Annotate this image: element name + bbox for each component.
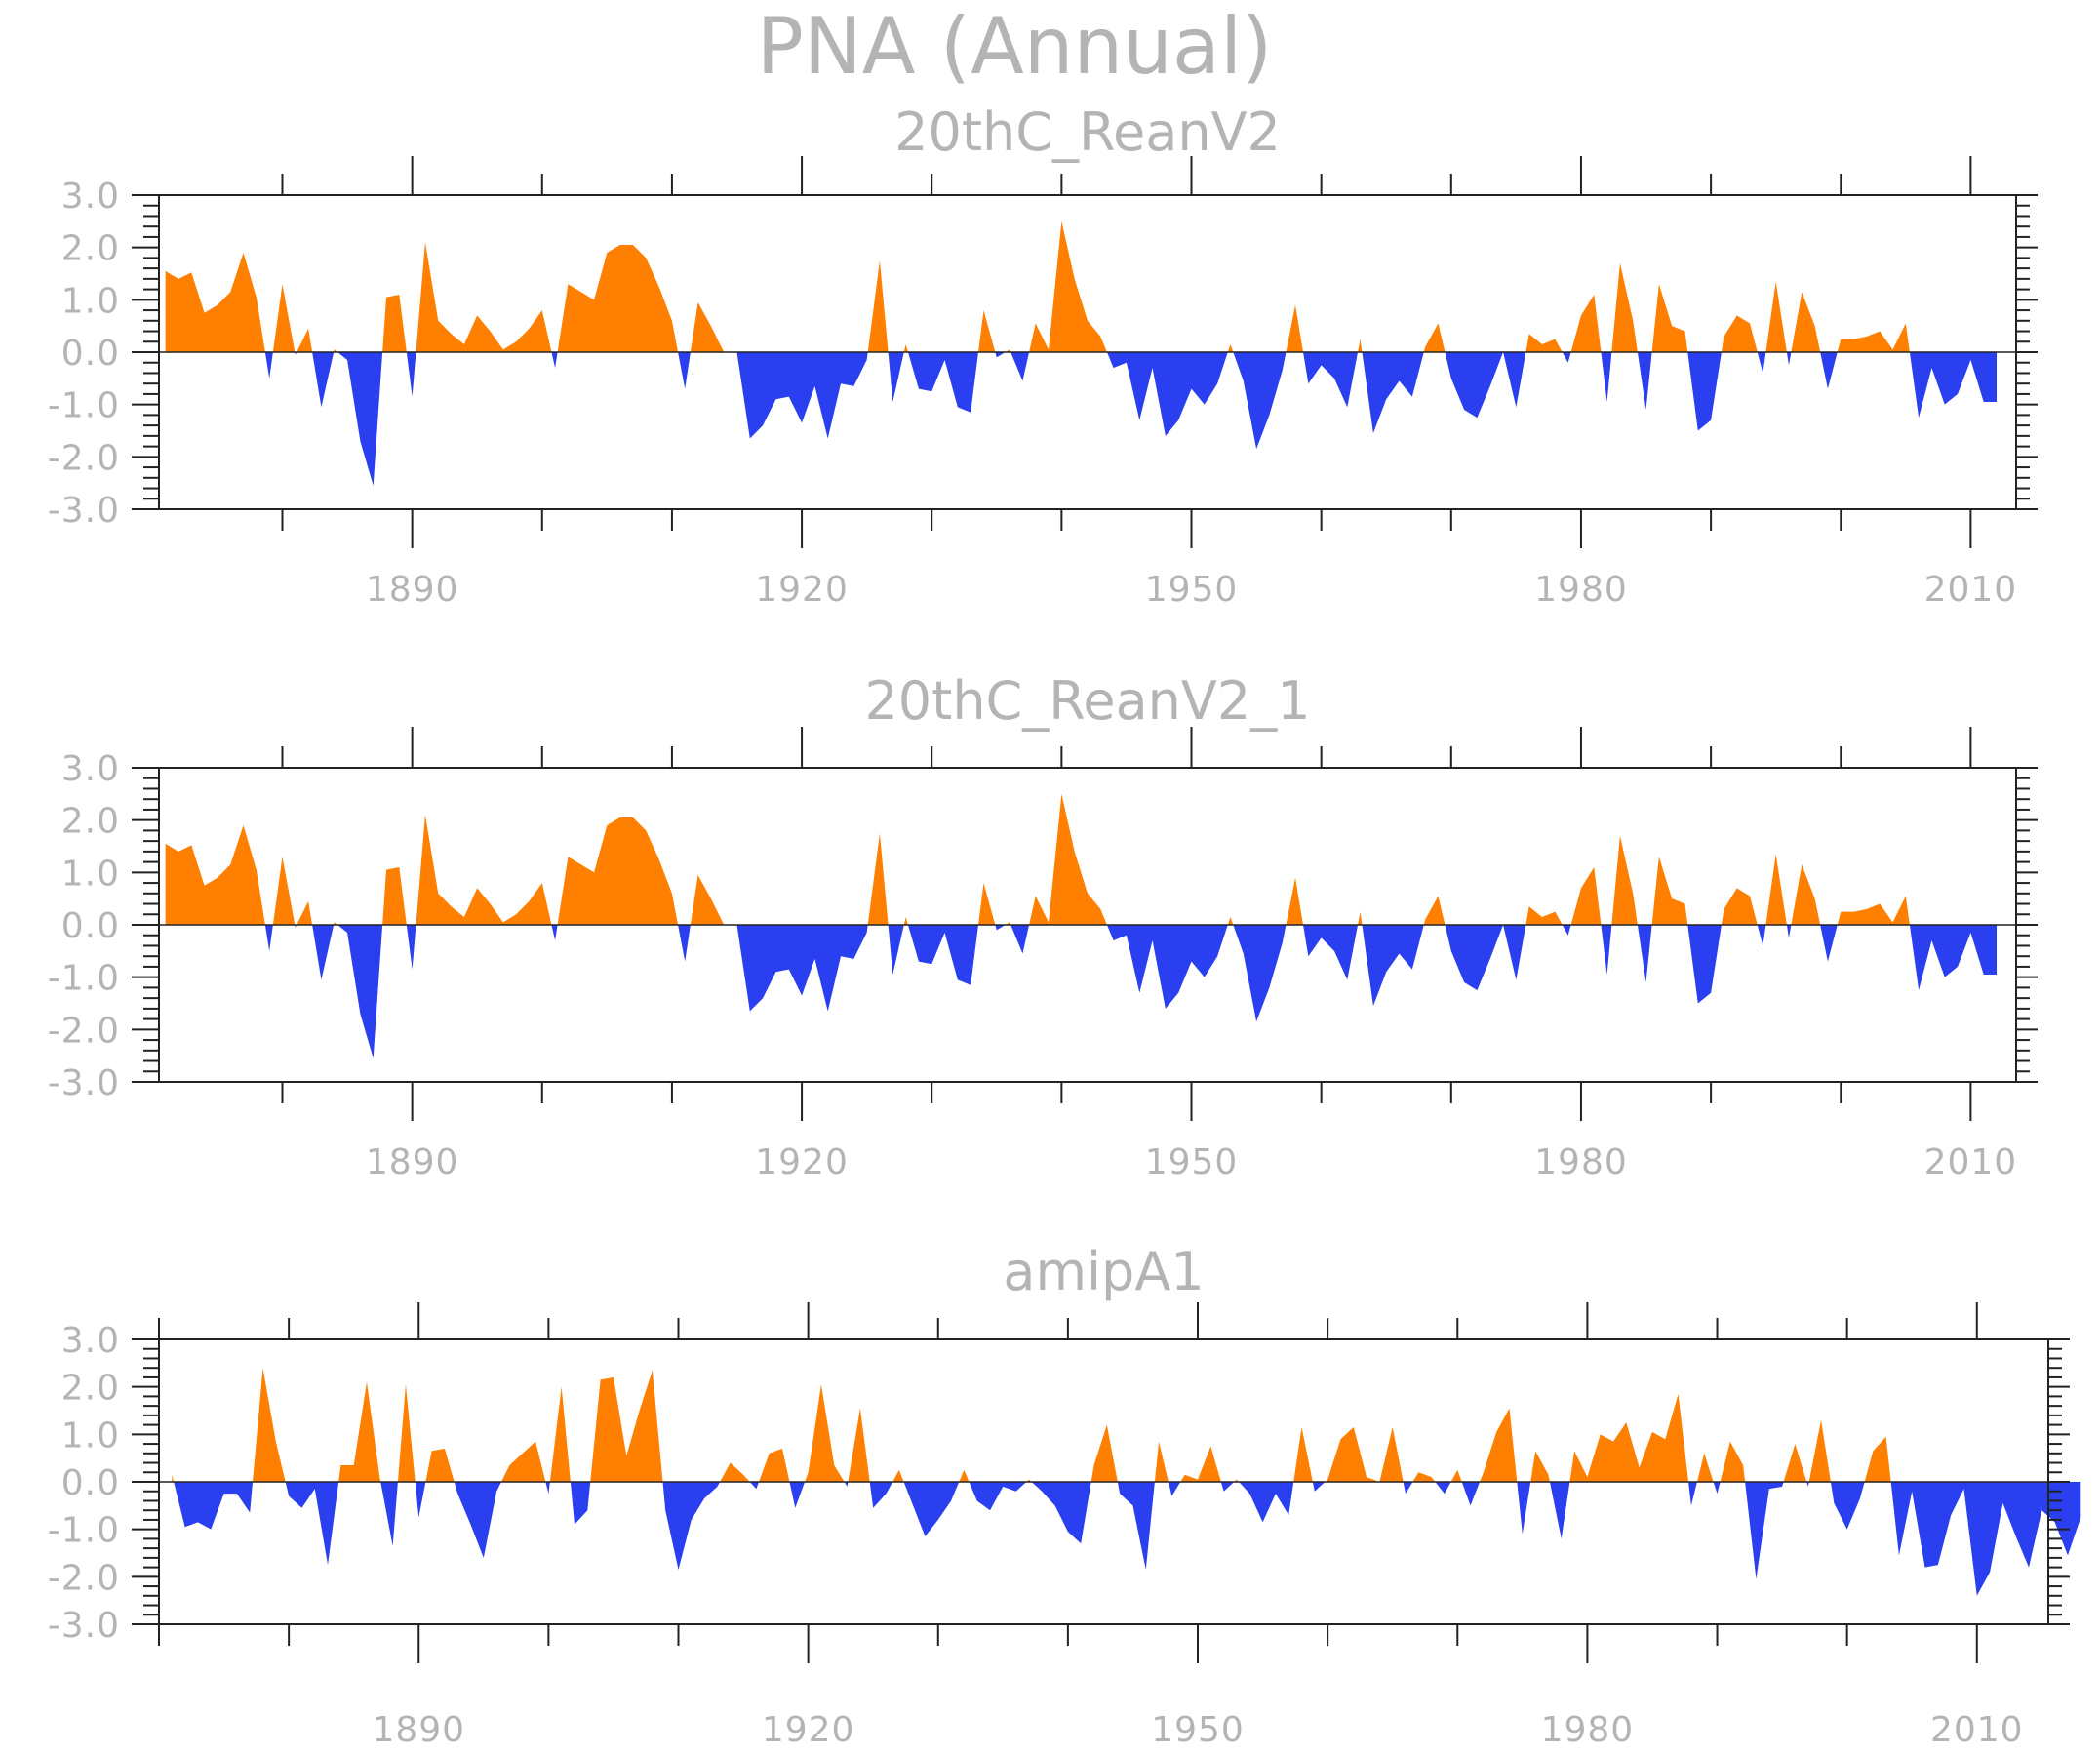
main-title: PNA (Annual)	[757, 1, 1273, 92]
y-tick-label: 2.0	[61, 1369, 120, 1409]
positive-area-series	[165, 793, 1998, 925]
y-tick-label: -2.0	[48, 438, 120, 478]
y-tick-label: -1.0	[48, 959, 120, 999]
y-tick-label: 3.0	[61, 749, 120, 789]
panel-title: 20thC_ReanV2	[894, 101, 1281, 163]
y-tick-label: -1.0	[48, 1511, 120, 1551]
y-tick-label: 2.0	[61, 802, 120, 842]
x-tick-label: 1920	[762, 1710, 855, 1750]
x-tick-label: 2010	[1930, 1710, 2024, 1750]
y-tick-label: 2.0	[61, 229, 120, 269]
x-tick-label: 1890	[366, 570, 459, 610]
panel-title: 20thC_ReanV2_1	[864, 670, 1310, 732]
chart-panels: 20thC_ReanV2 3.0 2.0 1.0 0.0 -1.0 -2.0 -3.0 1890…	[48, 101, 2081, 1750]
x-tick-label: 1890	[366, 1142, 459, 1182]
positive-area-series	[172, 1368, 2081, 1482]
x-tick-label: 2010	[1924, 570, 2018, 610]
negative-area-series	[165, 352, 1998, 486]
y-tick-label: -2.0	[48, 1011, 120, 1051]
y-tick-label: 3.0	[61, 1321, 120, 1361]
y-tick-label: -3.0	[48, 491, 120, 531]
x-tick-label: 1950	[1145, 570, 1239, 610]
negative-area-series	[172, 1482, 2081, 1596]
x-tick-label: 1950	[1151, 1710, 1245, 1750]
panel-title: amipA1	[1003, 1241, 1204, 1302]
x-tick-label: 2010	[1924, 1142, 2018, 1182]
negative-area-series	[165, 925, 1998, 1058]
y-tick-label: 1.0	[61, 281, 120, 321]
x-tick-label: 1920	[755, 570, 849, 610]
y-tick-label: 0.0	[61, 906, 120, 946]
positive-area-series	[165, 220, 1998, 352]
x-tick-label: 1920	[755, 1142, 849, 1182]
y-tick-label: 1.0	[61, 854, 120, 894]
chart-panel-1: 20thC_ReanV2 3.0 2.0 1.0 0.0 -1.0 -2.0 -3.0 1890…	[48, 101, 2038, 610]
y-tick-label: -1.0	[48, 386, 120, 426]
y-tick-label: -3.0	[48, 1606, 120, 1646]
chart-panel-3: amipA1 3.0 2.0 1.0 0.0 -1.0 -2.0 -3.0 1890 1920 19…	[48, 1241, 2081, 1750]
x-tick-label: 1950	[1145, 1142, 1239, 1182]
y-tick-label: 0.0	[61, 1463, 120, 1503]
chart-panel-2: 20thC_ReanV2_1 3.0 2.0 1.0 0.0 -1.0 -2.0 -3.0 18…	[48, 670, 2038, 1182]
x-tick-label: 1980	[1534, 570, 1628, 610]
y-tick-label: 0.0	[61, 334, 120, 374]
y-tick-label: -3.0	[48, 1063, 120, 1103]
x-tick-label: 1890	[372, 1710, 465, 1750]
x-tick-label: 1980	[1534, 1142, 1628, 1182]
y-tick-label: -2.0	[48, 1558, 120, 1598]
y-tick-label: 3.0	[61, 177, 120, 217]
y-tick-label: 1.0	[61, 1415, 120, 1455]
x-tick-label: 1980	[1541, 1710, 1635, 1750]
